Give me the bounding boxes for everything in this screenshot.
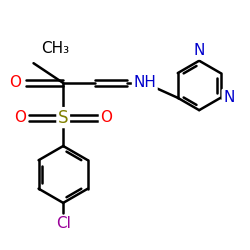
Text: O: O — [14, 110, 26, 125]
Text: Cl: Cl — [56, 216, 71, 232]
Text: CH₃: CH₃ — [41, 41, 69, 56]
Text: S: S — [58, 108, 68, 126]
Text: O: O — [100, 110, 112, 125]
Text: N: N — [194, 43, 205, 58]
Text: NH: NH — [133, 76, 156, 90]
Text: O: O — [9, 76, 21, 90]
Text: N: N — [223, 90, 234, 105]
